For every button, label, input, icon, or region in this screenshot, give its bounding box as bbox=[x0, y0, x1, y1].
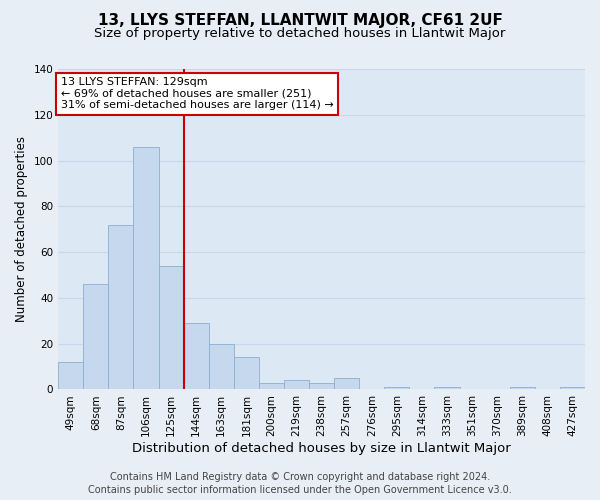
Text: 13, LLYS STEFFAN, LLANTWIT MAJOR, CF61 2UF: 13, LLYS STEFFAN, LLANTWIT MAJOR, CF61 2… bbox=[98, 12, 502, 28]
Bar bbox=[309, 382, 334, 390]
Y-axis label: Number of detached properties: Number of detached properties bbox=[15, 136, 28, 322]
Bar bbox=[385, 387, 409, 390]
Bar bbox=[158, 266, 184, 390]
Text: 13 LLYS STEFFAN: 129sqm
← 69% of detached houses are smaller (251)
31% of semi-d: 13 LLYS STEFFAN: 129sqm ← 69% of detache… bbox=[61, 77, 334, 110]
Text: Size of property relative to detached houses in Llantwit Major: Size of property relative to detached ho… bbox=[94, 28, 506, 40]
Bar bbox=[434, 387, 460, 390]
Bar bbox=[560, 387, 585, 390]
Bar bbox=[234, 358, 259, 390]
Bar bbox=[209, 344, 234, 390]
Bar bbox=[284, 380, 309, 390]
Bar bbox=[58, 362, 83, 390]
Bar bbox=[184, 323, 209, 390]
X-axis label: Distribution of detached houses by size in Llantwit Major: Distribution of detached houses by size … bbox=[132, 442, 511, 455]
Bar bbox=[83, 284, 109, 390]
Bar bbox=[133, 147, 158, 390]
Bar bbox=[510, 387, 535, 390]
Text: Contains HM Land Registry data © Crown copyright and database right 2024.
Contai: Contains HM Land Registry data © Crown c… bbox=[88, 472, 512, 495]
Bar bbox=[334, 378, 359, 390]
Bar bbox=[109, 224, 133, 390]
Bar bbox=[259, 382, 284, 390]
